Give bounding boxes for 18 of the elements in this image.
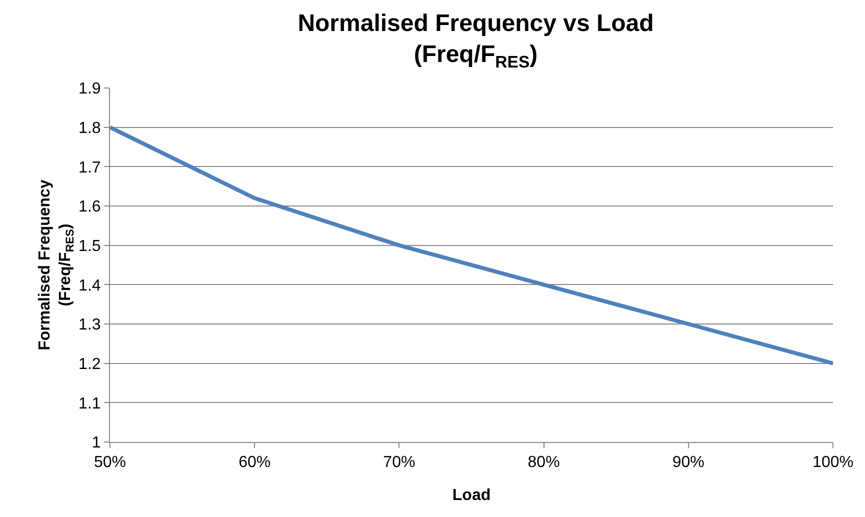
chart-title: Normalised Frequency vs Load (Freq/F$_{RES}$) [298,10,654,72]
y-tick-label: 1.1 [78,395,101,412]
x-tick-label: 100% [812,454,854,472]
y-tick-label: 1.7 [78,159,101,176]
y-tick-label: 1.3 [78,316,101,334]
x-axis-title: Load [452,487,491,504]
x-tick-label: 70% [383,454,416,472]
x-tick-label: 80% [528,454,560,472]
y-tick-label: 1 [92,434,101,452]
y-tick-label: 1.6 [78,198,101,216]
y-tick-label: 1.5 [78,238,101,255]
y-tick-label: 1.9 [78,80,101,98]
y-tick-label: 1.4 [78,277,101,294]
x-tick-label: 90% [672,454,704,472]
y-tick-label: 1.2 [78,356,101,373]
x-tick-label: 50% [94,454,126,472]
y-tick-label: 1.8 [78,120,101,137]
x-tick-label: 60% [238,454,271,472]
